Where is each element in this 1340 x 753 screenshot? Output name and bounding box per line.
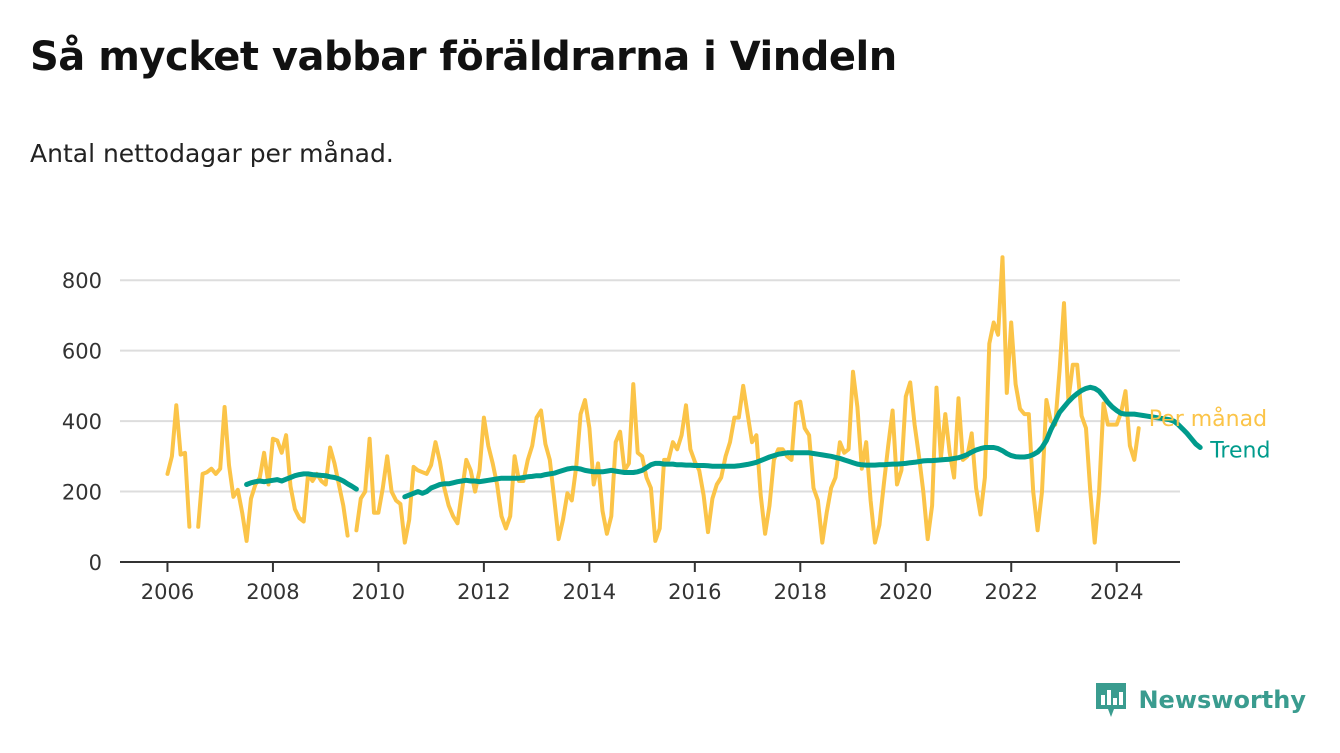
y-tick-label-600: 600: [62, 340, 102, 364]
newsworthy-logo: Newsworthy: [1094, 681, 1306, 719]
x-tick-label-2022: 2022: [985, 580, 1038, 604]
y-tick-label-400: 400: [62, 410, 102, 434]
y-tick-label-200: 200: [62, 481, 102, 505]
x-tick-label-2018: 2018: [774, 580, 827, 604]
x-tick-label-2024: 2024: [1090, 580, 1143, 604]
y-axis-ticks: 0 200 400 600 800: [62, 269, 102, 575]
chart-subtitle: Antal nettodagar per månad.: [30, 139, 394, 168]
x-tick-label-2008: 2008: [246, 580, 299, 604]
y-tick-label-0: 0: [89, 551, 102, 575]
newsworthy-logo-icon: [1096, 683, 1127, 717]
series-lines: [165, 255, 1203, 545]
series-label-trend: Trend: [1209, 439, 1270, 464]
x-tick-label-2020: 2020: [879, 580, 932, 604]
chart-title: Så mycket vabbar föräldrarna i Vindeln: [30, 34, 897, 80]
gridlines: [120, 279, 1180, 493]
x-tick-label-2012: 2012: [457, 580, 510, 604]
y-tick-label-800: 800: [62, 269, 102, 293]
series-labels: Per månad Trend: [1149, 406, 1271, 463]
series-line-trend: [244, 384, 1203, 500]
brand-name: Newsworthy: [1138, 686, 1306, 714]
x-tick-label-2014: 2014: [563, 580, 616, 604]
x-axis-ticks: 2006 2008 2010 2012 2014 2016 2018 2020 2022 2024: [141, 562, 1143, 604]
series-line-monthly: [165, 255, 1141, 545]
x-tick-label-2016: 2016: [668, 580, 721, 604]
x-tick-label-2010: 2010: [352, 580, 405, 604]
x-tick-label-2006: 2006: [141, 580, 194, 604]
series-label-monthly: Per månad: [1149, 406, 1267, 432]
